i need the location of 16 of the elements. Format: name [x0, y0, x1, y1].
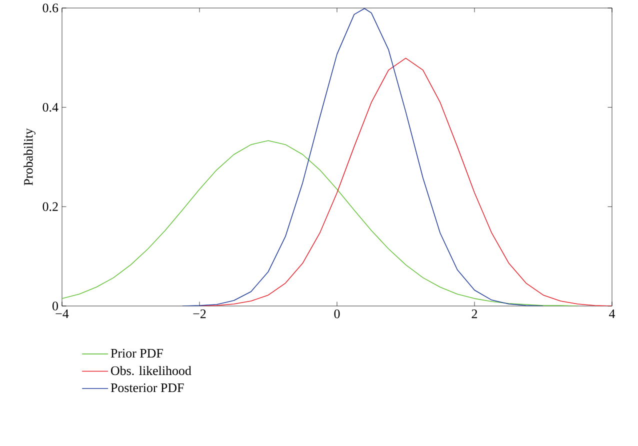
line-series [182, 8, 544, 306]
y-tick-label: 0.2 [42, 202, 58, 212]
y-tick-label: 0 [52, 302, 58, 310]
legend-label: Prior PDF [110, 348, 163, 358]
line-series [199, 58, 612, 306]
legend-label: Posterior PDF [110, 383, 184, 392]
y-tick-label: 0.6 [42, 4, 58, 12]
x-tick-label: −2 [193, 310, 206, 318]
line-series [62, 140, 578, 306]
y-axis-title: Probability [24, 128, 36, 186]
y-tick-label: 0.4 [42, 102, 58, 112]
x-tick-label: 4 [609, 310, 616, 318]
legend-label: Obs. likelihood [111, 366, 192, 376]
x-tick-label: −4 [56, 310, 69, 318]
x-tick-label: 2 [472, 310, 478, 318]
x-tick-label: 0 [334, 310, 340, 318]
